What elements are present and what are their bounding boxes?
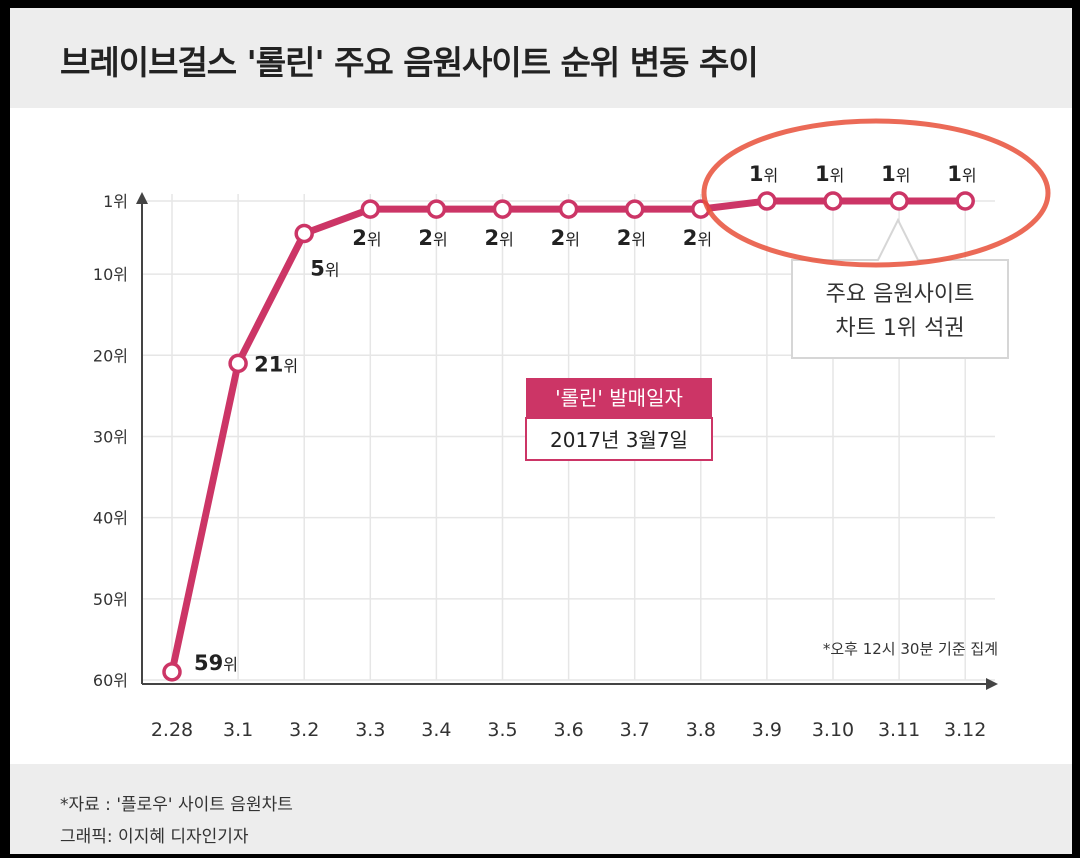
x-tick-label: 3.8	[686, 719, 716, 741]
data-label: 2위	[485, 226, 514, 250]
data-label-value: 1	[947, 162, 962, 186]
x-tick-label: 3.5	[487, 719, 517, 741]
data-label-value: 2	[352, 226, 367, 250]
callout-line2: 차트 1위 석권	[835, 316, 964, 341]
data-label: 1위	[881, 162, 910, 186]
callout-box: 주요 음원사이트 차트 1위 석권	[791, 217, 1009, 359]
header-band: 브레이브걸스 '롤린' 주요 음원사이트 순위 변동 추이	[10, 8, 1072, 108]
data-label-unit: 위	[631, 230, 646, 249]
footer-band: *자료 : '플로우' 사이트 음원차트 그래픽: 이지혜 디자인기자	[10, 764, 1072, 854]
data-label: 2위	[418, 226, 447, 250]
data-label-value: 2	[683, 226, 698, 250]
x-tick-label: 3.3	[355, 719, 385, 741]
data-point	[360, 199, 381, 219]
data-label-unit: 위	[283, 356, 298, 375]
data-label-unit: 위	[499, 230, 514, 249]
y-tick-label: 1위	[103, 192, 128, 211]
x-tick-label: 3.6	[553, 719, 583, 741]
data-label-unit: 위	[565, 230, 580, 249]
data-label: 1위	[815, 162, 844, 186]
data-label-value: 1	[749, 162, 764, 186]
data-point	[492, 199, 513, 219]
release-label: '롤린' 발매일자	[555, 386, 683, 410]
x-tick-label: 3.9	[752, 719, 782, 741]
data-point	[426, 199, 447, 219]
graphic-credit: 그래픽: 이지혜 디자인기자	[60, 827, 249, 847]
x-axis-ticks: 2.28 3.1 3.2 3.3 3.4 3.5 3.6 3.7 3.8 3.9 3.10 3.11 3…	[151, 719, 987, 741]
callout-box-shape	[791, 217, 1009, 359]
data-label-unit: 위	[830, 166, 845, 185]
y-tick-label: 20위	[93, 346, 128, 365]
grid	[142, 194, 995, 681]
x-tick-label: 3.10	[812, 719, 854, 741]
x-tick-label: 3.1	[223, 719, 253, 741]
data-label-unit: 위	[325, 260, 340, 279]
data-label-value: 1	[815, 162, 830, 186]
data-label-value: 59	[194, 651, 223, 675]
data-label-unit: 위	[433, 230, 448, 249]
data-label-unit: 위	[896, 166, 911, 185]
data-points	[162, 191, 975, 682]
y-tick-label: 50위	[93, 590, 128, 609]
data-label-value: 1	[881, 162, 896, 186]
x-tick-label: 2.28	[151, 719, 193, 741]
data-label: 1위	[947, 162, 976, 186]
y-tick-label: 30위	[93, 427, 128, 446]
data-point	[228, 353, 248, 374]
x-tick-label: 3.12	[944, 719, 986, 741]
data-point	[624, 199, 645, 219]
x-tick-label: 3.11	[878, 719, 920, 741]
data-label-value: 5	[310, 256, 325, 280]
release-date-bg	[525, 417, 713, 461]
source-note: *자료 : '플로우' 사이트 음원차트	[60, 795, 293, 815]
release-date-box: '롤린' 발매일자 2017년 3월7일	[525, 378, 713, 461]
data-label-unit: 위	[697, 230, 712, 249]
data-label-value: 2	[617, 226, 632, 250]
release-label-bg	[526, 378, 712, 418]
data-label: 5위	[310, 256, 339, 280]
data-label-unit: 위	[764, 166, 779, 185]
x-tick-label: 3.2	[289, 719, 319, 741]
data-label: 2위	[617, 226, 646, 250]
data-label: 21위	[254, 352, 298, 376]
axes	[136, 192, 998, 690]
data-label: 2위	[683, 226, 712, 250]
chart-title: 브레이브걸스 '롤린' 주요 음원사이트 순위 변동 추이	[60, 43, 759, 82]
data-label: 1위	[749, 162, 778, 186]
callout-line1: 주요 음원사이트	[826, 282, 975, 307]
highlight-circle	[701, 118, 1051, 268]
aggregation-note: *오후 12시 30분 기준 집계	[823, 640, 998, 658]
data-point	[558, 199, 579, 219]
y-tick-label: 60위	[93, 671, 128, 690]
data-point	[162, 662, 182, 682]
data-label: 2위	[551, 226, 580, 250]
data-label-value: 2	[485, 226, 500, 250]
data-label-unit: 위	[962, 166, 977, 185]
y-axis-arrow	[136, 192, 148, 204]
data-label-unit: 위	[223, 655, 238, 674]
data-point	[955, 191, 975, 211]
data-label-value: 2	[418, 226, 433, 250]
y-tick-label: 40위	[93, 509, 128, 528]
x-axis-arrow	[986, 678, 998, 690]
data-point	[823, 191, 843, 211]
data-label-value: 21	[254, 352, 283, 376]
data-label: 2위	[352, 226, 381, 250]
x-tick-label: 3.4	[421, 719, 451, 741]
data-point	[294, 223, 314, 244]
x-tick-label: 3.7	[620, 719, 650, 741]
data-point	[757, 191, 777, 211]
data-label-unit: 위	[367, 230, 382, 249]
y-tick-label: 10위	[93, 265, 128, 284]
data-label-value: 2	[551, 226, 566, 250]
y-axis-ticks: 1위 10위 20위 30위 40위 50위 60위	[93, 192, 128, 690]
data-label: 59위	[194, 651, 238, 675]
infographic-card: 브레이브걸스 '롤린' 주요 음원사이트 순위 변동 추이 1위 10위 20위 30…	[10, 8, 1072, 854]
release-date: 2017년 3월7일	[550, 428, 688, 452]
data-point	[889, 191, 909, 211]
